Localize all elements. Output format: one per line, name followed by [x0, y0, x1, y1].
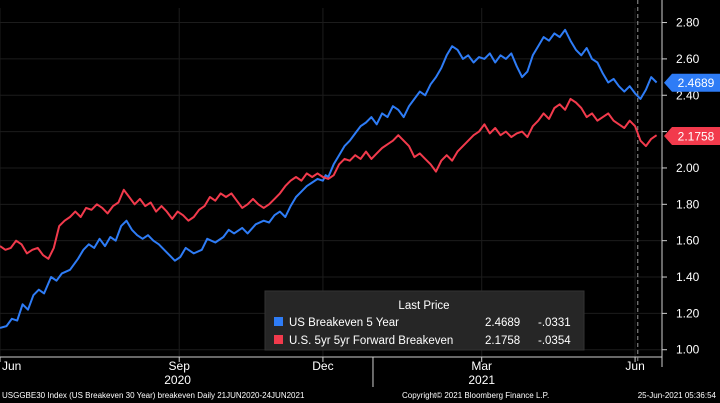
- legend-last-us-breakeven-5-year: 2.4689: [485, 317, 520, 329]
- series-line-us-breakeven-5-year: [0, 28, 658, 329]
- last-value-label: 2.4689: [678, 76, 715, 90]
- last-value-badge: [664, 127, 720, 146]
- last-value-badge: [664, 73, 720, 92]
- footer: USGGBE30 Index (US Breakeven 30 Year) br…: [2, 391, 717, 400]
- y-tick-label: 2.60: [676, 52, 700, 66]
- x-tick-label: Jun: [625, 359, 644, 373]
- legend-change-5yr5yr-forward: -.0354: [538, 335, 571, 347]
- legend-label-us-breakeven-5-year: US Breakeven 5 Year: [289, 317, 399, 329]
- legend-change-us-breakeven-5-year: -.0331: [538, 317, 571, 329]
- x-tick-label: Dec: [312, 359, 333, 373]
- last-value-badges: 2.4689 2.1758: [664, 73, 720, 146]
- footer-copyright: Copyright© 2021 Bloomberg Finance L.P.: [402, 391, 549, 400]
- y-tick-label: 1.40: [676, 270, 700, 284]
- legend-swatch-us-breakeven-5-year: [274, 317, 283, 326]
- y-tick-label: 2.80: [676, 16, 700, 30]
- y-tick-label: 1.20: [676, 306, 700, 320]
- y-tick-label: 2.40: [676, 88, 700, 102]
- legend-box: [264, 290, 585, 351]
- y-tick-label: 1.60: [676, 234, 700, 248]
- y-tick-label: 1.00: [676, 343, 700, 357]
- footer-timestamp: 25-Jun-2021 05:36:54: [638, 391, 717, 400]
- x-axis: Jun Sep Dec Mar Jun 2020 2021: [0, 356, 662, 387]
- x-year-label: 2020: [164, 373, 191, 387]
- series-line-5yr5yr-forward: [0, 97, 658, 260]
- legend-last-5yr5yr-forward: 2.1758: [485, 335, 520, 347]
- y-axis: 1.001.201.401.601.802.002.202.402.602.80: [661, 0, 700, 367]
- legend: Last Price US Breakeven 5 Year 2.4689 -.…: [264, 290, 585, 351]
- legend-label-5yr5yr-forward: U.S. 5yr 5yr Forward Breakeven: [289, 335, 453, 347]
- series-lines: [0, 28, 658, 329]
- last-value-label: 2.1758: [678, 130, 715, 144]
- x-tick-label: Sep: [169, 359, 191, 373]
- x-tick-label: Mar: [471, 359, 492, 373]
- y-tick-label: 2.00: [676, 161, 700, 175]
- footer-source: USGGBE30 Index (US Breakeven 30 Year) br…: [2, 391, 305, 400]
- x-tick-label: Jun: [2, 359, 21, 373]
- y-tick-label: 1.80: [676, 197, 700, 211]
- legend-header: Last Price: [398, 300, 449, 312]
- legend-swatch-5yr5yr-forward: [274, 335, 283, 344]
- x-year-label: 2021: [468, 373, 495, 387]
